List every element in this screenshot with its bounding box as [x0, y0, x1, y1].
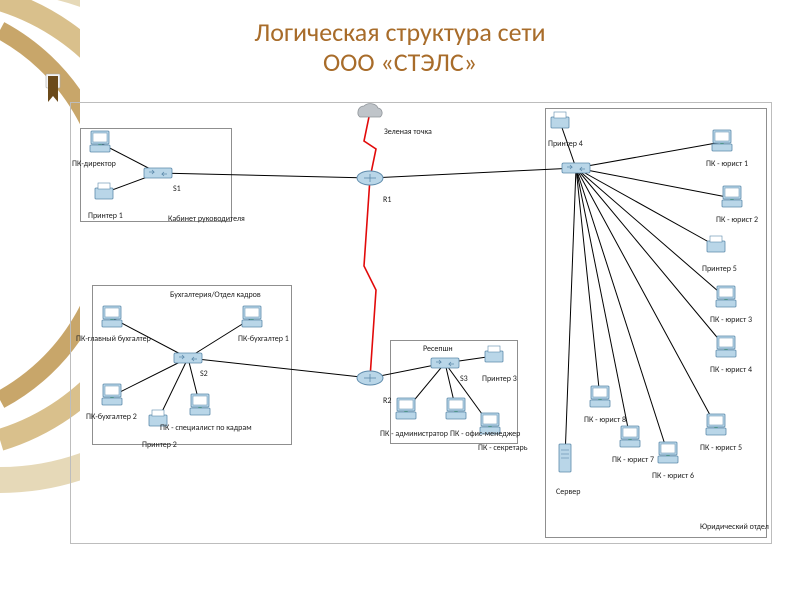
label-pc_ofis: ПК - офис-менеджер: [450, 430, 520, 438]
device-pc_kadr: [190, 394, 210, 415]
device-pc_yur1: [712, 130, 732, 151]
device-server: [559, 444, 571, 472]
device-s4: [562, 163, 590, 173]
label-pc_admin: ПК - администратор: [380, 430, 448, 438]
label-s1: S1: [173, 185, 181, 193]
title-line-2: ООО «СТЭЛС»: [0, 48, 800, 78]
label-pc_buh2: ПК-бухгалтер 2: [86, 413, 137, 421]
device-prn4: [551, 112, 569, 128]
label-server: Сервер: [556, 488, 580, 496]
device-prn3: [485, 346, 503, 362]
label-r2: R2: [383, 397, 391, 405]
label-prn2: Принтер 2: [142, 441, 177, 449]
device-s2: [174, 353, 202, 363]
slide-decoration: [0, 0, 80, 600]
device-pc_admin: [396, 398, 416, 419]
label-pc_yur6: ПК - юрист 6: [652, 472, 694, 480]
label-pc_yur7: ПК - юрист 7: [612, 456, 654, 464]
device-pc_yur4: [716, 336, 736, 357]
label-pc_kadr: ПК - специалист по кадрам: [160, 424, 252, 432]
label-pc_yur2: ПК - юрист 2: [716, 216, 758, 224]
device-r1: [357, 171, 383, 185]
device-pc_dir: [90, 131, 110, 152]
device-pc_glbuh: [102, 306, 122, 327]
device-pc_yur3: [716, 286, 736, 307]
label-pc_yur4: ПК - юрист 4: [710, 366, 752, 374]
device-r2: [357, 371, 383, 385]
label-pc_sekr: ПК - секретарь: [478, 444, 528, 452]
device-s3: [431, 358, 459, 368]
label-cloud: Зеленая точка: [384, 128, 432, 136]
device-pc_buh2: [102, 384, 122, 405]
device-pc_yur8: [590, 386, 610, 407]
label-s2: S2: [200, 370, 208, 378]
label-pc_buh1: ПК-бухгалтер 1: [238, 335, 289, 343]
label-pc_glbuh: ПК-главный бухгалтер: [76, 335, 151, 343]
label-pc_dir: ПК-директор: [72, 160, 116, 168]
label-pc_yur1: ПК - юрист 1: [706, 160, 748, 168]
device-pc_yur2: [722, 186, 742, 207]
label-pc_yur5: ПК - юрист 5: [700, 444, 742, 452]
label-prn4: Принтер 4: [548, 140, 583, 148]
device-prn5: [707, 236, 725, 252]
device-s1: [144, 168, 172, 178]
label-prn1: Принтер 1: [88, 212, 123, 220]
label-pc_yur8: ПК - юрист 8: [584, 416, 626, 424]
device-pc_yur7: [620, 426, 640, 447]
device-cloud: [358, 104, 382, 117]
label-prn5: Принтер 5: [702, 265, 737, 273]
title-line-1: Логическая структура сети: [0, 18, 800, 48]
label-prn3: Принтер 3: [482, 375, 517, 383]
device-pc_ofis: [446, 398, 466, 419]
label-pc_yur3: ПК - юрист 3: [710, 316, 752, 324]
device-pc_yur5: [706, 414, 726, 435]
device-pc_yur6: [658, 442, 678, 463]
label-r1: R1: [383, 196, 391, 204]
label-s3: S3: [460, 375, 468, 383]
device-prn1: [95, 183, 113, 199]
slide-title: Логическая структура сети ООО «СТЭЛС»: [0, 18, 800, 78]
device-pc_buh1: [242, 306, 262, 327]
